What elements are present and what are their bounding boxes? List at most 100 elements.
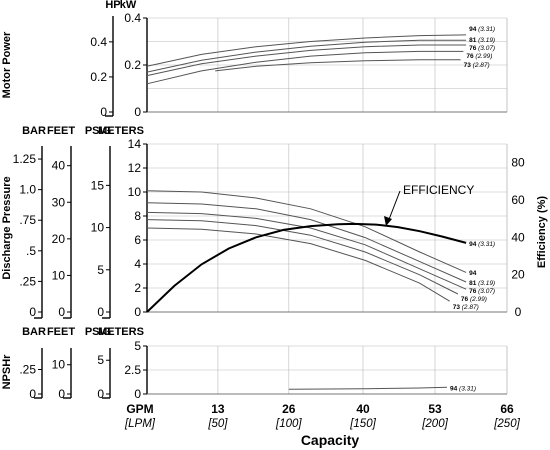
efficiency-axis-tick-label: 0 — [515, 305, 522, 319]
power-series-label: 73 (2.87) — [464, 62, 490, 69]
x-tick-lpm: [50] — [207, 418, 228, 430]
discharge-series-label-number: 94 — [469, 270, 477, 277]
efficiency-annotation: EFFICIENCY — [403, 183, 474, 197]
npsh-feet-tick-label: 10 — [52, 358, 66, 372]
discharge-primary-tick-label: 4 — [134, 257, 141, 271]
discharge-series-label-sub: (2.99) — [468, 296, 487, 303]
power-series-label-sub: (3.07) — [476, 45, 495, 52]
x-tick-gpm: 40 — [356, 402, 370, 416]
discharge-series-label: 94 — [469, 270, 477, 277]
power-primary-tick-label: 0 — [134, 105, 141, 119]
npsh-series-label: 94 (3.31) — [450, 385, 476, 392]
power-hp-tick-label: 0 — [100, 105, 107, 119]
power-series-label-sub: (3.19) — [476, 37, 495, 44]
npsh-bar-tick-label: .25 — [19, 363, 36, 377]
discharge-psig-tick-label: 5 — [97, 263, 104, 277]
npsh-series-label-number: 94 — [450, 385, 458, 392]
discharge-feet-tick-label: 10 — [52, 268, 66, 282]
discharge-series-label-sub: (3.07) — [476, 288, 495, 295]
npsh-title: NPSHr — [1, 354, 13, 390]
npsh-psig-tick-label: 0 — [97, 387, 104, 401]
power-series-line — [146, 34, 467, 67]
x-tick-lpm: [250] — [493, 418, 520, 430]
efficiency-series-label: 94 (3.31) — [469, 241, 495, 248]
power-series-label-sub: (2.87) — [471, 62, 490, 69]
power-series-label-number: 76 — [466, 53, 474, 60]
discharge-primary-tick-label: 2 — [134, 281, 141, 295]
discharge-primary-tick-label: 6 — [134, 233, 141, 247]
discharge-series-label-number: 76 — [461, 296, 469, 303]
discharge-series-label: 76 (2.99) — [461, 296, 487, 303]
discharge-bar-tick-label: .25 — [19, 274, 36, 288]
x-unit-gpm: GPM — [126, 402, 153, 416]
discharge-feet-tick-label: 0 — [58, 305, 65, 319]
npsh-feet-tick-label: 0 — [58, 387, 65, 401]
efficiency-curve — [146, 222, 467, 313]
discharge-series-line — [146, 202, 467, 283]
power-series-label-number: 94 — [469, 26, 477, 33]
efficiency-annotation-arrowhead — [384, 216, 392, 226]
discharge-title: Discharge Pressure — [1, 176, 13, 279]
discharge-bar-tick-label: 1.0 — [19, 183, 36, 197]
discharge-psig-tick-label: 0 — [97, 305, 104, 319]
discharge-primary-tick-label: 14 — [128, 137, 142, 151]
discharge-bar-tick-label: 1.25 — [13, 152, 37, 166]
efficiency-axis-title: Efficiency (%) — [536, 196, 548, 268]
power-hp-tick-label: 0.2 — [90, 70, 107, 84]
npsh-unit-feet: FEET — [47, 326, 75, 338]
power-series-line — [146, 50, 464, 85]
discharge-unit-feet: FEET — [47, 125, 75, 137]
efficiency-axis-tick-label: 60 — [511, 193, 525, 207]
npsh-bar-tick-label: 0 — [29, 387, 36, 401]
power-series-label: 76 (2.99) — [466, 53, 492, 60]
x-unit-lpm: [LPM] — [124, 418, 156, 430]
efficiency-axis-tick-label: 40 — [511, 230, 525, 244]
npsh-unit-bar: BAR — [22, 326, 46, 338]
discharge-feet-tick-label: 40 — [52, 159, 66, 173]
power-series-line — [215, 59, 461, 72]
discharge-series-line — [146, 219, 459, 295]
power-unit-hp: HP — [105, 0, 120, 11]
discharge-feet-tick-label: 30 — [52, 195, 66, 209]
discharge-unit-meters: METERS — [98, 125, 144, 137]
power-series-label: 94 (3.31) — [469, 26, 495, 33]
power-series-label-number: 76 — [469, 45, 477, 52]
npsh-series-label-sub: (3.31) — [457, 385, 476, 392]
discharge-primary-tick-label: 12 — [128, 161, 142, 175]
discharge-series-line — [146, 211, 467, 290]
discharge-primary-tick-label: 8 — [134, 209, 141, 223]
discharge-series-label: 76 (3.07) — [469, 288, 495, 295]
discharge-bar-tick-label: .5 — [26, 244, 36, 258]
x-tick-lpm: [150] — [349, 418, 376, 430]
discharge-bar-tick-label: 0 — [29, 305, 36, 319]
x-tick-lpm: [100] — [275, 418, 302, 430]
efficiency-annotation-leader — [387, 190, 401, 223]
x-tick-gpm: 26 — [282, 402, 296, 416]
efficiency-series-label-number: 94 — [469, 241, 477, 248]
power-series-label-number: 73 — [464, 62, 472, 69]
x-tick-lpm: [200] — [421, 418, 448, 430]
discharge-psig-tick-label: 15 — [91, 178, 105, 192]
power-primary-tick-label: 0.2 — [124, 58, 141, 72]
discharge-series-label-number: 76 — [469, 288, 477, 295]
power-unit-kw: kW — [120, 0, 137, 11]
power-primary-tick-label: 0.4 — [124, 11, 141, 25]
power-series-label-sub: (2.99) — [474, 53, 493, 60]
npsh-primary-tick-label: 2.5 — [124, 363, 141, 377]
discharge-series-line — [146, 227, 450, 302]
discharge-series-label-number: 73 — [453, 304, 461, 311]
power-series-line — [146, 44, 467, 77]
x-tick-gpm: 53 — [428, 402, 442, 416]
power-series-label: 76 (3.07) — [469, 45, 495, 52]
power-series-label-sub: (3.31) — [476, 26, 495, 33]
npsh-unit-meters: METERS — [98, 326, 144, 338]
efficiency-series-label-sub: (3.31) — [476, 241, 495, 248]
discharge-unit-psig: PSIG — [85, 125, 111, 137]
discharge-psig-tick-label: 10 — [91, 221, 105, 235]
discharge-unit-bar: BAR — [22, 125, 46, 137]
discharge-series-line — [146, 190, 467, 273]
npsh-primary-tick-label: 0 — [134, 387, 141, 401]
discharge-primary-tick-label: 0 — [134, 305, 141, 319]
npsh-primary-tick-label: 5 — [134, 339, 141, 353]
discharge-primary-tick-label: 10 — [128, 185, 142, 199]
